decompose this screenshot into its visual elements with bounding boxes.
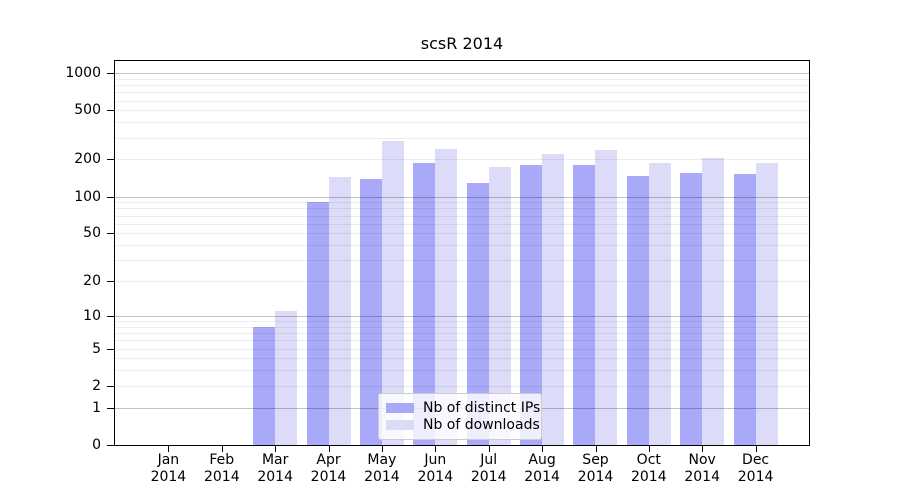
y-tick-label: 500 [74,102,101,119]
legend-row: Nb of distinct IPs [386,400,540,416]
bar-downloads [755,162,778,445]
bar-distinct-ips [520,164,543,445]
x-tick-mark [221,445,223,452]
bar-distinct-ips [306,202,329,445]
y-tick-label: 50 [83,225,101,242]
bar-downloads [648,163,671,445]
x-tick-mark [648,445,650,452]
y-tick-label: 200 [74,151,101,168]
x-tick-label: Oct 2014 [630,452,667,485]
bars-layer [115,61,809,445]
y-tick-mark [107,73,114,74]
x-tick-label: May 2014 [364,452,400,485]
y-tick-label: 10 [83,307,101,324]
y-tick-label: 20 [83,273,101,290]
legend: Nb of distinct IPs Nb of downloads [378,393,542,440]
bar-distinct-ips [626,176,649,445]
x-tick-label: Mar 2014 [257,452,294,485]
y-tick-label: 1 [92,399,101,416]
bar-downloads [435,148,458,445]
legend-row: Nb of downloads [386,417,540,433]
y-tick-label: 2 [92,377,101,394]
legend-swatch-downloads [386,420,414,430]
y-tick-mark [107,385,114,387]
y-tick-label: 0 [92,437,101,453]
bar-downloads [595,149,618,445]
x-tick-label: Aug 2014 [524,452,560,485]
bar-downloads [488,167,511,445]
x-tick-label: Feb 2014 [203,452,240,485]
x-tick-mark [488,445,490,452]
x-tick-label: Jun 2014 [417,452,454,485]
x-tick-label: Dec 2014 [737,452,774,485]
x-tick-mark [435,445,437,452]
x-tick-label: Jul 2014 [470,452,507,485]
y-tick-mark [107,159,114,161]
bar-distinct-ips [573,165,596,445]
x-tick-label: Nov 2014 [684,452,721,485]
bar-downloads [542,153,565,445]
bar-distinct-ips [413,163,436,445]
x-tick-mark [702,445,704,452]
x-tick-mark [275,445,277,452]
x-tick-label: Sep 2014 [577,452,614,485]
y-tick-label: 5 [92,340,101,357]
bar-downloads [275,311,298,445]
bar-distinct-ips [680,173,703,445]
bar-distinct-ips [466,182,489,445]
y-tick-mark [107,315,114,317]
y-tick-mark [107,196,114,198]
x-tick-mark [755,445,757,452]
x-tick-label: Apr 2014 [310,452,347,485]
x-tick-mark [168,445,170,452]
legend-label-downloads: Nb of downloads [423,417,540,433]
y-tick-mark [107,281,114,283]
x-tick-mark [595,445,597,452]
x-tick-mark [542,445,544,452]
y-tick-mark [107,407,114,409]
legend-swatch-distinct-ips [386,403,414,413]
y-tick-mark [107,445,114,446]
legend-label-distinct-ips: Nb of distinct IPs [423,400,541,416]
y-tick-mark [107,348,114,350]
bar-downloads [702,158,725,445]
y-tick-mark [107,110,114,112]
y-tick-label: 100 [74,188,101,205]
bar-downloads [328,177,351,445]
y-tick-label: 1000 [65,65,101,81]
bar-downloads [381,141,404,445]
bar-distinct-ips [733,174,756,445]
bar-distinct-ips [253,326,276,445]
x-tick-mark [381,445,383,452]
plot-area [114,60,810,446]
chart-title: scsR 2014 [420,34,504,53]
bar-distinct-ips [359,178,382,445]
x-tick-mark [328,445,330,452]
y-tick-mark [107,233,114,235]
x-tick-label: Jan 2014 [150,452,187,485]
